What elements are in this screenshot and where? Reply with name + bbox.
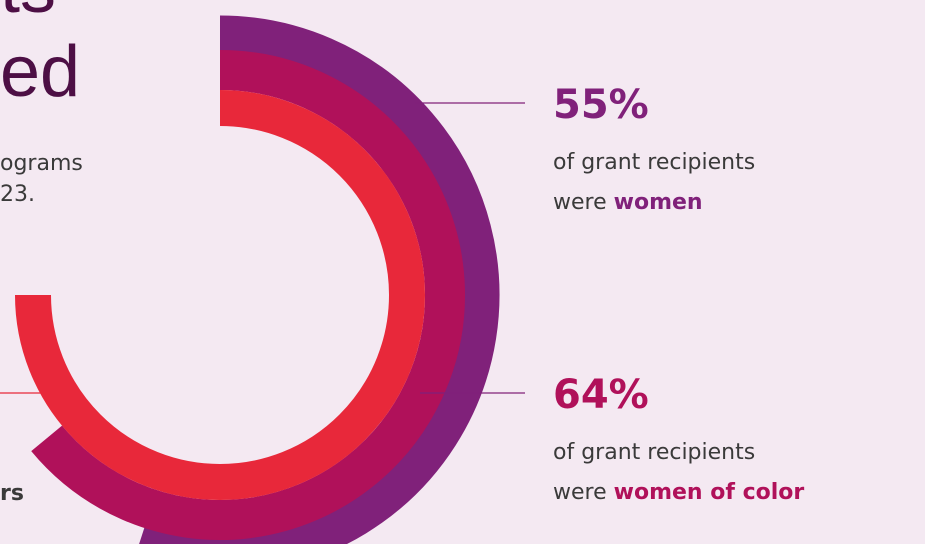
ring-bar: [15, 90, 425, 500]
caption-prefix: were: [553, 190, 607, 215]
stat-caption-emphasis: rs: [0, 481, 24, 506]
subtitle-line: ograms: [0, 151, 83, 176]
stat-caption: of grant recipients: [553, 440, 755, 465]
ring-bar: [31, 50, 465, 540]
rings: [15, 15, 500, 544]
subtitle-line: 23.: [0, 182, 35, 207]
caption-emphasis: women of color: [614, 480, 805, 505]
caption-prefix: were: [553, 480, 607, 505]
stat-caption: of grant recipients: [553, 150, 755, 175]
title-line: ed: [0, 32, 80, 112]
stat-value: 55%: [553, 82, 649, 128]
labels: 55% of grant recipients were women 64% of gra…: [0, 82, 804, 506]
stat-caption: were women: [553, 190, 703, 215]
stat-value: 64%: [553, 372, 649, 418]
stat-caption: were women of color: [553, 480, 804, 505]
caption-emphasis: women: [614, 190, 703, 215]
title-line: ts: [0, 0, 56, 28]
ring-bar: [139, 15, 500, 544]
